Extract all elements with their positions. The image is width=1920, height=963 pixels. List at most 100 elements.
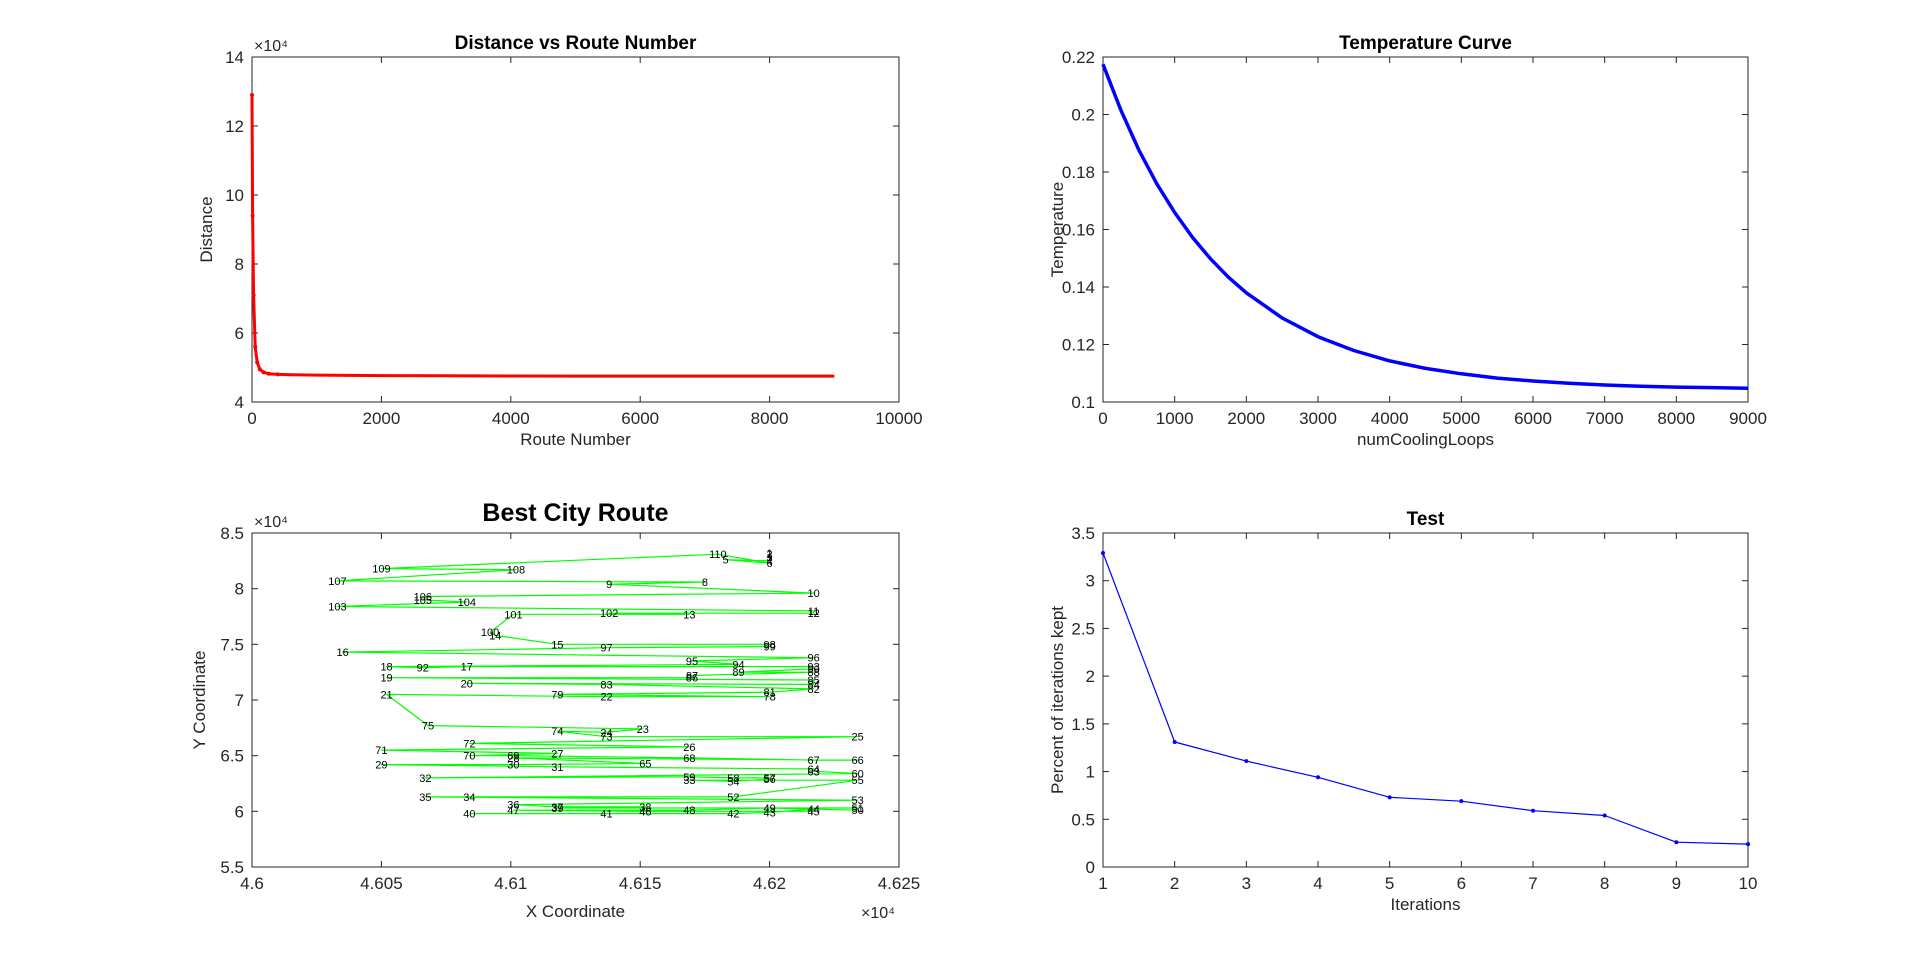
city-label: 19: [380, 673, 392, 685]
city-label: 4: [767, 556, 773, 568]
city-label: 18: [380, 662, 392, 674]
x-tick-label: 4: [1313, 874, 1322, 893]
city-label: 28: [507, 753, 519, 765]
y-tick-label: 7.5: [220, 635, 244, 654]
city-label: 22: [600, 692, 612, 704]
test-data-point: [1172, 739, 1177, 744]
city-label: 44: [807, 804, 819, 816]
y-tick-label: 8.5: [220, 524, 244, 543]
y-tick-label: 0: [1086, 858, 1095, 877]
distance-data-point: [261, 370, 266, 375]
temperature-plot: 0 1000 2000 3000 4000 5000 6000 7000 8000 9000 0.1…: [1048, 33, 1767, 449]
chart-title: Temperature Curve: [1339, 33, 1512, 54]
city-label: 89: [732, 667, 744, 679]
x-tick-label: 6000: [621, 409, 659, 428]
x-tick-label: 8000: [751, 409, 789, 428]
y-tick-label: 3.5: [1071, 524, 1095, 543]
test-data-point: [1101, 551, 1105, 556]
x-tick-label: 8: [1600, 874, 1609, 893]
city-label: 104: [458, 597, 476, 609]
x-axis-label: Route Number: [520, 430, 631, 449]
city-label: 34: [463, 792, 475, 804]
city-label: 16: [336, 647, 348, 659]
city-label: 2: [767, 549, 773, 561]
city-label: 101: [504, 609, 522, 621]
city-label: 96: [807, 653, 819, 665]
city-label: 27: [551, 748, 563, 760]
distance-series-line: [250, 94, 835, 378]
city-label: 51: [851, 803, 863, 815]
y-tick-label: 14: [225, 48, 244, 67]
city-label: 41: [600, 809, 612, 821]
city-label: 53: [851, 795, 863, 807]
y-tick-label: 0.22: [1062, 48, 1095, 67]
distance-axes-box: [251, 56, 900, 403]
city-label: 85: [807, 675, 819, 687]
test-data-point: [1674, 840, 1679, 845]
city-label: 94: [732, 659, 744, 671]
y-tick-label: 2: [1086, 667, 1095, 686]
city-label: 6: [767, 558, 773, 570]
y-axis-label: Y Coordinate: [190, 651, 209, 750]
y-tick-label: 0.5: [1071, 810, 1095, 829]
city-label: 72: [463, 738, 475, 750]
city-label: 59: [683, 772, 695, 784]
x-exponent-label: ×10⁴: [861, 905, 895, 922]
x-tick-label: 7: [1528, 874, 1537, 893]
x-tick-label: 2000: [1227, 409, 1265, 428]
city-label: 63: [807, 766, 819, 778]
test-data-point: [1531, 808, 1535, 813]
city-label: 60: [851, 768, 863, 780]
city-label: 29: [375, 760, 387, 772]
city-label: 75: [422, 721, 434, 733]
chart-title: Best City Route: [482, 499, 668, 527]
city-label: 9: [606, 579, 612, 591]
x-tick-label: 4.625: [878, 874, 921, 893]
city-label: 35: [419, 792, 431, 804]
x-tick-label: 4.615: [619, 874, 662, 893]
city-label: 38: [639, 802, 651, 814]
y-tick-label: 1.5: [1071, 715, 1095, 734]
city-label: 93: [807, 662, 819, 674]
x-tick-label: 9: [1672, 874, 1681, 893]
y-tick-label: 4: [235, 393, 244, 412]
y-tick-label: 2.5: [1071, 619, 1095, 638]
city-label: 32: [419, 773, 431, 785]
y-tick-label: 6: [235, 802, 244, 821]
distance-plot: 0 2000 4000 6000 8000 10000 4 6 8 10 12 14 ×10⁴ Dista…: [197, 33, 923, 449]
city-label: 46: [639, 806, 651, 818]
x-tick-label: 9000: [1729, 409, 1767, 428]
chart-title: Test: [1407, 509, 1445, 530]
y-tick-label: 6.5: [220, 747, 244, 766]
test-data-point: [1316, 775, 1320, 780]
x-tick-label: 4.605: [360, 874, 403, 893]
chart-title: Distance vs Route Number: [455, 33, 697, 54]
city-label: 64: [807, 764, 819, 776]
x-tick-label: 4.62: [753, 874, 786, 893]
y-tick-label: 5.5: [220, 858, 244, 877]
x-tick-label: 2000: [362, 409, 400, 428]
city-label: 95: [686, 656, 698, 668]
city-label: 33: [683, 775, 695, 787]
x-tick-label: 6: [1457, 874, 1466, 893]
city-label: 3: [767, 552, 773, 564]
x-tick-label: 0: [247, 409, 256, 428]
test-data-point: [1387, 795, 1392, 800]
city-label: 5: [723, 555, 729, 567]
distance-data-point: [253, 344, 258, 349]
x-tick-label: 5: [1385, 874, 1394, 893]
city-label: 68: [683, 753, 695, 765]
city-label: 26: [683, 742, 695, 754]
temperature-series-line: [1101, 63, 1749, 390]
x-tick-label: 4000: [492, 409, 530, 428]
y-tick-label: 8: [235, 580, 244, 599]
y-tick-label: 0.1: [1071, 393, 1095, 412]
city-label: 100: [481, 627, 499, 639]
city-label: 67: [807, 755, 819, 767]
city-label: 90: [807, 664, 819, 676]
city-label: 78: [763, 692, 775, 704]
city-label: 88: [807, 667, 819, 679]
city-label: 50: [851, 805, 863, 817]
city-label: 69: [507, 751, 519, 763]
